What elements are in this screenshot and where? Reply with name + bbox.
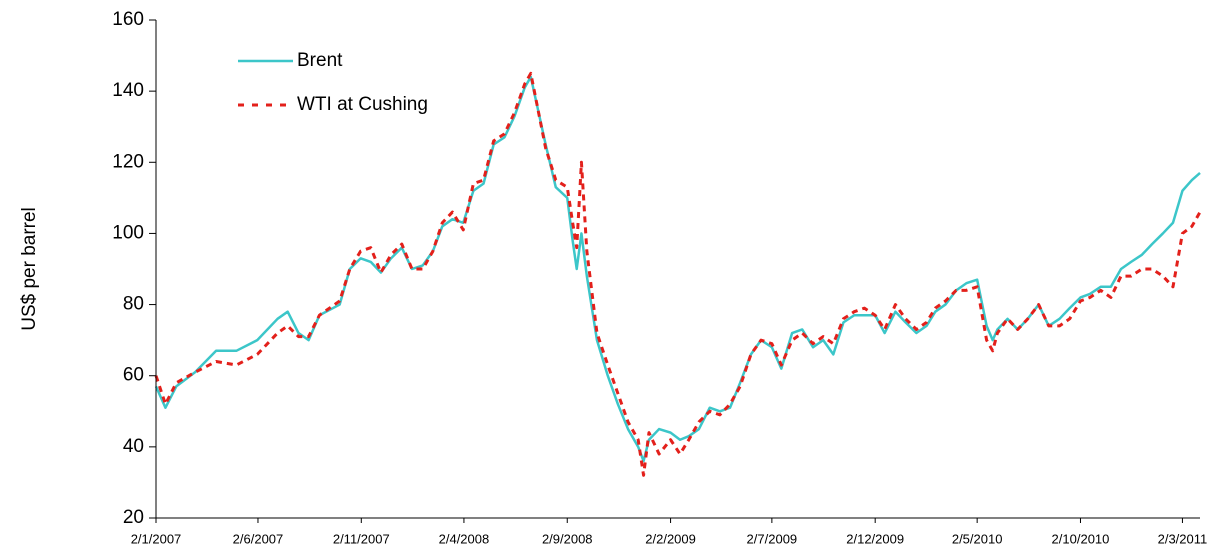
y-tick-label: 60 xyxy=(123,365,144,386)
x-tick-label: 2/3/2011 xyxy=(1158,531,1208,546)
y-tick-label: 100 xyxy=(112,222,144,243)
x-tick-label: 2/1/2007 xyxy=(131,531,182,546)
y-tick-label: 160 xyxy=(112,9,144,30)
y-axis-label: US$ per barrel xyxy=(19,207,40,331)
x-tick-label: 2/4/2008 xyxy=(439,531,490,546)
y-tick-label: 20 xyxy=(123,507,144,528)
y-tick-label: 120 xyxy=(112,151,144,172)
x-tick-label: 2/12/2009 xyxy=(846,531,904,546)
x-tick-label: 2/11/2007 xyxy=(333,531,390,546)
legend-label: WTI at Cushing xyxy=(297,94,428,115)
legend-label: Brent xyxy=(297,50,343,71)
y-tick-label: 140 xyxy=(112,80,144,101)
x-tick-label: 2/9/2008 xyxy=(542,531,593,546)
x-tick-label: 2/10/2010 xyxy=(1052,531,1110,546)
series-line xyxy=(154,71,1202,477)
y-tick-label: 80 xyxy=(123,294,144,315)
series-line xyxy=(154,75,1201,463)
y-tick-label: 40 xyxy=(123,436,144,457)
x-tick-label: 2/6/2007 xyxy=(233,531,284,546)
x-tick-label: 2/7/2009 xyxy=(747,531,798,546)
x-tick-label: 2/5/2010 xyxy=(952,531,1003,546)
x-tick-label: 2/2/2009 xyxy=(645,531,696,546)
